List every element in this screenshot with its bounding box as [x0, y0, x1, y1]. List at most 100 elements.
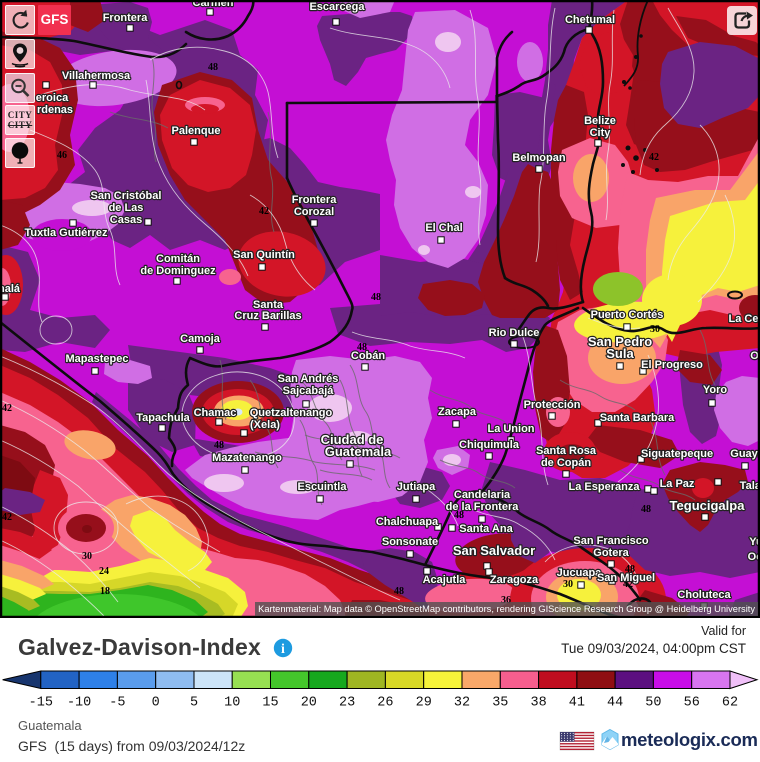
svg-text:30: 30 — [650, 324, 660, 335]
svg-text:Frontera: Frontera — [292, 194, 338, 206]
svg-text:Santa Barbara: Santa Barbara — [600, 412, 675, 424]
svg-text:20: 20 — [301, 696, 317, 711]
svg-text:Tuxtla Gutiérrez: Tuxtla Gutiérrez — [25, 227, 108, 239]
svg-text:Escarcega: Escarcega — [309, 1, 365, 13]
svg-text:San Francisco: San Francisco — [573, 535, 648, 547]
svg-text:de Dominguez: de Dominguez — [140, 265, 216, 277]
svg-text:24: 24 — [99, 566, 109, 577]
svg-text:Cobán: Cobán — [351, 350, 386, 362]
svg-text:48: 48 — [394, 586, 404, 597]
svg-text:Camoja: Camoja — [180, 333, 221, 345]
svg-text:48: 48 — [454, 510, 464, 521]
svg-text:El Chal: El Chal — [425, 222, 462, 234]
svg-text:de la Frontera: de la Frontera — [446, 501, 520, 513]
svg-text:(Xela): (Xela) — [250, 419, 280, 431]
svg-text:Carmen: Carmen — [193, 0, 234, 9]
svg-text:Talang: Talang — [740, 480, 760, 492]
svg-text:Mapastepec: Mapastepec — [66, 353, 129, 365]
svg-text:Protección: Protección — [524, 399, 581, 411]
svg-text:Guatemala: Guatemala — [325, 444, 392, 459]
svg-text:Quetzaltenango: Quetzaltenango — [250, 407, 333, 419]
svg-text:38: 38 — [530, 696, 546, 711]
svg-text:Jucuapa: Jucuapa — [557, 567, 603, 579]
svg-text:62: 62 — [722, 696, 738, 711]
svg-text:46: 46 — [57, 150, 67, 161]
svg-text:Chetumal: Chetumal — [565, 14, 615, 26]
svg-text:Tegucigalpa: Tegucigalpa — [670, 498, 746, 513]
svg-text:Yoro: Yoro — [703, 384, 728, 396]
svg-text:42: 42 — [2, 512, 12, 523]
svg-text:San Miguel: San Miguel — [597, 572, 655, 584]
svg-text:18: 18 — [100, 586, 110, 597]
svg-text:41: 41 — [569, 696, 585, 711]
svg-text:nalá: nalá — [0, 283, 21, 295]
svg-text:Frontera: Frontera — [103, 12, 149, 24]
svg-text:Belize: Belize — [584, 115, 616, 127]
svg-text:50: 50 — [645, 696, 661, 711]
svg-text:Villahermosa: Villahermosa — [62, 70, 131, 82]
svg-text:San Cristóbal: San Cristóbal — [91, 190, 162, 202]
svg-text:San Andrés: San Andrés — [278, 373, 339, 385]
svg-text:48: 48 — [357, 342, 367, 353]
svg-text:i: i — [281, 642, 285, 657]
svg-text:Puerto Cortés: Puerto Cortés — [591, 309, 664, 321]
svg-text:42: 42 — [2, 403, 12, 414]
svg-text:42: 42 — [623, 579, 633, 590]
svg-text:Chalchuapa: Chalchuapa — [376, 516, 439, 528]
svg-text:Chiquimula: Chiquimula — [459, 439, 520, 451]
svg-text:Guayma: Guayma — [730, 448, 760, 460]
svg-text:48: 48 — [641, 504, 651, 515]
svg-text:Escuintla: Escuintla — [298, 481, 348, 493]
svg-text:El Progreso: El Progreso — [641, 359, 703, 371]
svg-text:5: 5 — [190, 696, 198, 711]
svg-text:48: 48 — [214, 440, 224, 451]
svg-text:10: 10 — [224, 696, 240, 711]
svg-text:San Pedro: San Pedro — [588, 334, 652, 349]
svg-text:-5: -5 — [109, 696, 125, 711]
svg-text:48: 48 — [208, 62, 218, 73]
svg-text:0: 0 — [152, 696, 160, 711]
svg-text:Santa Rosa: Santa Rosa — [536, 445, 597, 457]
svg-text:La Paz: La Paz — [660, 478, 695, 490]
svg-text:30: 30 — [563, 579, 573, 590]
svg-text:Ciudad de: Ciudad de — [321, 432, 384, 447]
svg-text:Comitán: Comitán — [156, 253, 200, 265]
svg-text:35: 35 — [492, 696, 508, 711]
svg-text:29: 29 — [416, 696, 432, 711]
svg-text:Chamac: Chamac — [194, 407, 237, 419]
svg-text:de Las: de Las — [109, 202, 144, 214]
svg-text:San Quintín: San Quintín — [233, 249, 295, 261]
svg-text:-10: -10 — [67, 696, 91, 711]
svg-text:Palenque: Palenque — [172, 125, 221, 137]
svg-text:de Copán: de Copán — [541, 457, 591, 469]
svg-text:30: 30 — [82, 551, 92, 562]
svg-text:32: 32 — [454, 696, 470, 711]
svg-text:36: 36 — [501, 595, 511, 606]
svg-text:La Union: La Union — [487, 423, 534, 435]
svg-text:44: 44 — [607, 696, 623, 711]
svg-text:Jutiapa: Jutiapa — [397, 481, 436, 493]
svg-text:Rio Dulce: Rio Dulce — [489, 327, 540, 339]
svg-text:rdenas: rdenas — [37, 104, 73, 116]
svg-text:Santa: Santa — [253, 299, 284, 311]
svg-text:Cruz Barillas: Cruz Barillas — [234, 310, 301, 322]
svg-text:Zaragoza: Zaragoza — [490, 574, 539, 586]
svg-text:Ol: Ol — [750, 350, 760, 362]
svg-text:Sajcabajá: Sajcabajá — [283, 385, 335, 397]
svg-text:48: 48 — [625, 564, 635, 575]
svg-text:42: 42 — [649, 152, 659, 163]
svg-text:Yu: Yu — [749, 536, 760, 548]
svg-text:Corozal: Corozal — [294, 206, 334, 218]
svg-text:Sula: Sula — [606, 346, 634, 361]
svg-text:Choluteca: Choluteca — [677, 589, 731, 601]
svg-text:42: 42 — [259, 206, 269, 217]
svg-text:eroica: eroica — [36, 92, 69, 104]
svg-text:15: 15 — [262, 696, 278, 711]
svg-text:Siguatepeque: Siguatepeque — [641, 448, 713, 460]
svg-text:Tapachula: Tapachula — [136, 412, 190, 424]
svg-text:City: City — [590, 127, 612, 139]
svg-text:26: 26 — [377, 696, 393, 711]
svg-text:San Salvador: San Salvador — [453, 543, 535, 558]
svg-text:Santa Ana: Santa Ana — [459, 523, 513, 535]
svg-text:La Cei: La Cei — [728, 313, 760, 325]
